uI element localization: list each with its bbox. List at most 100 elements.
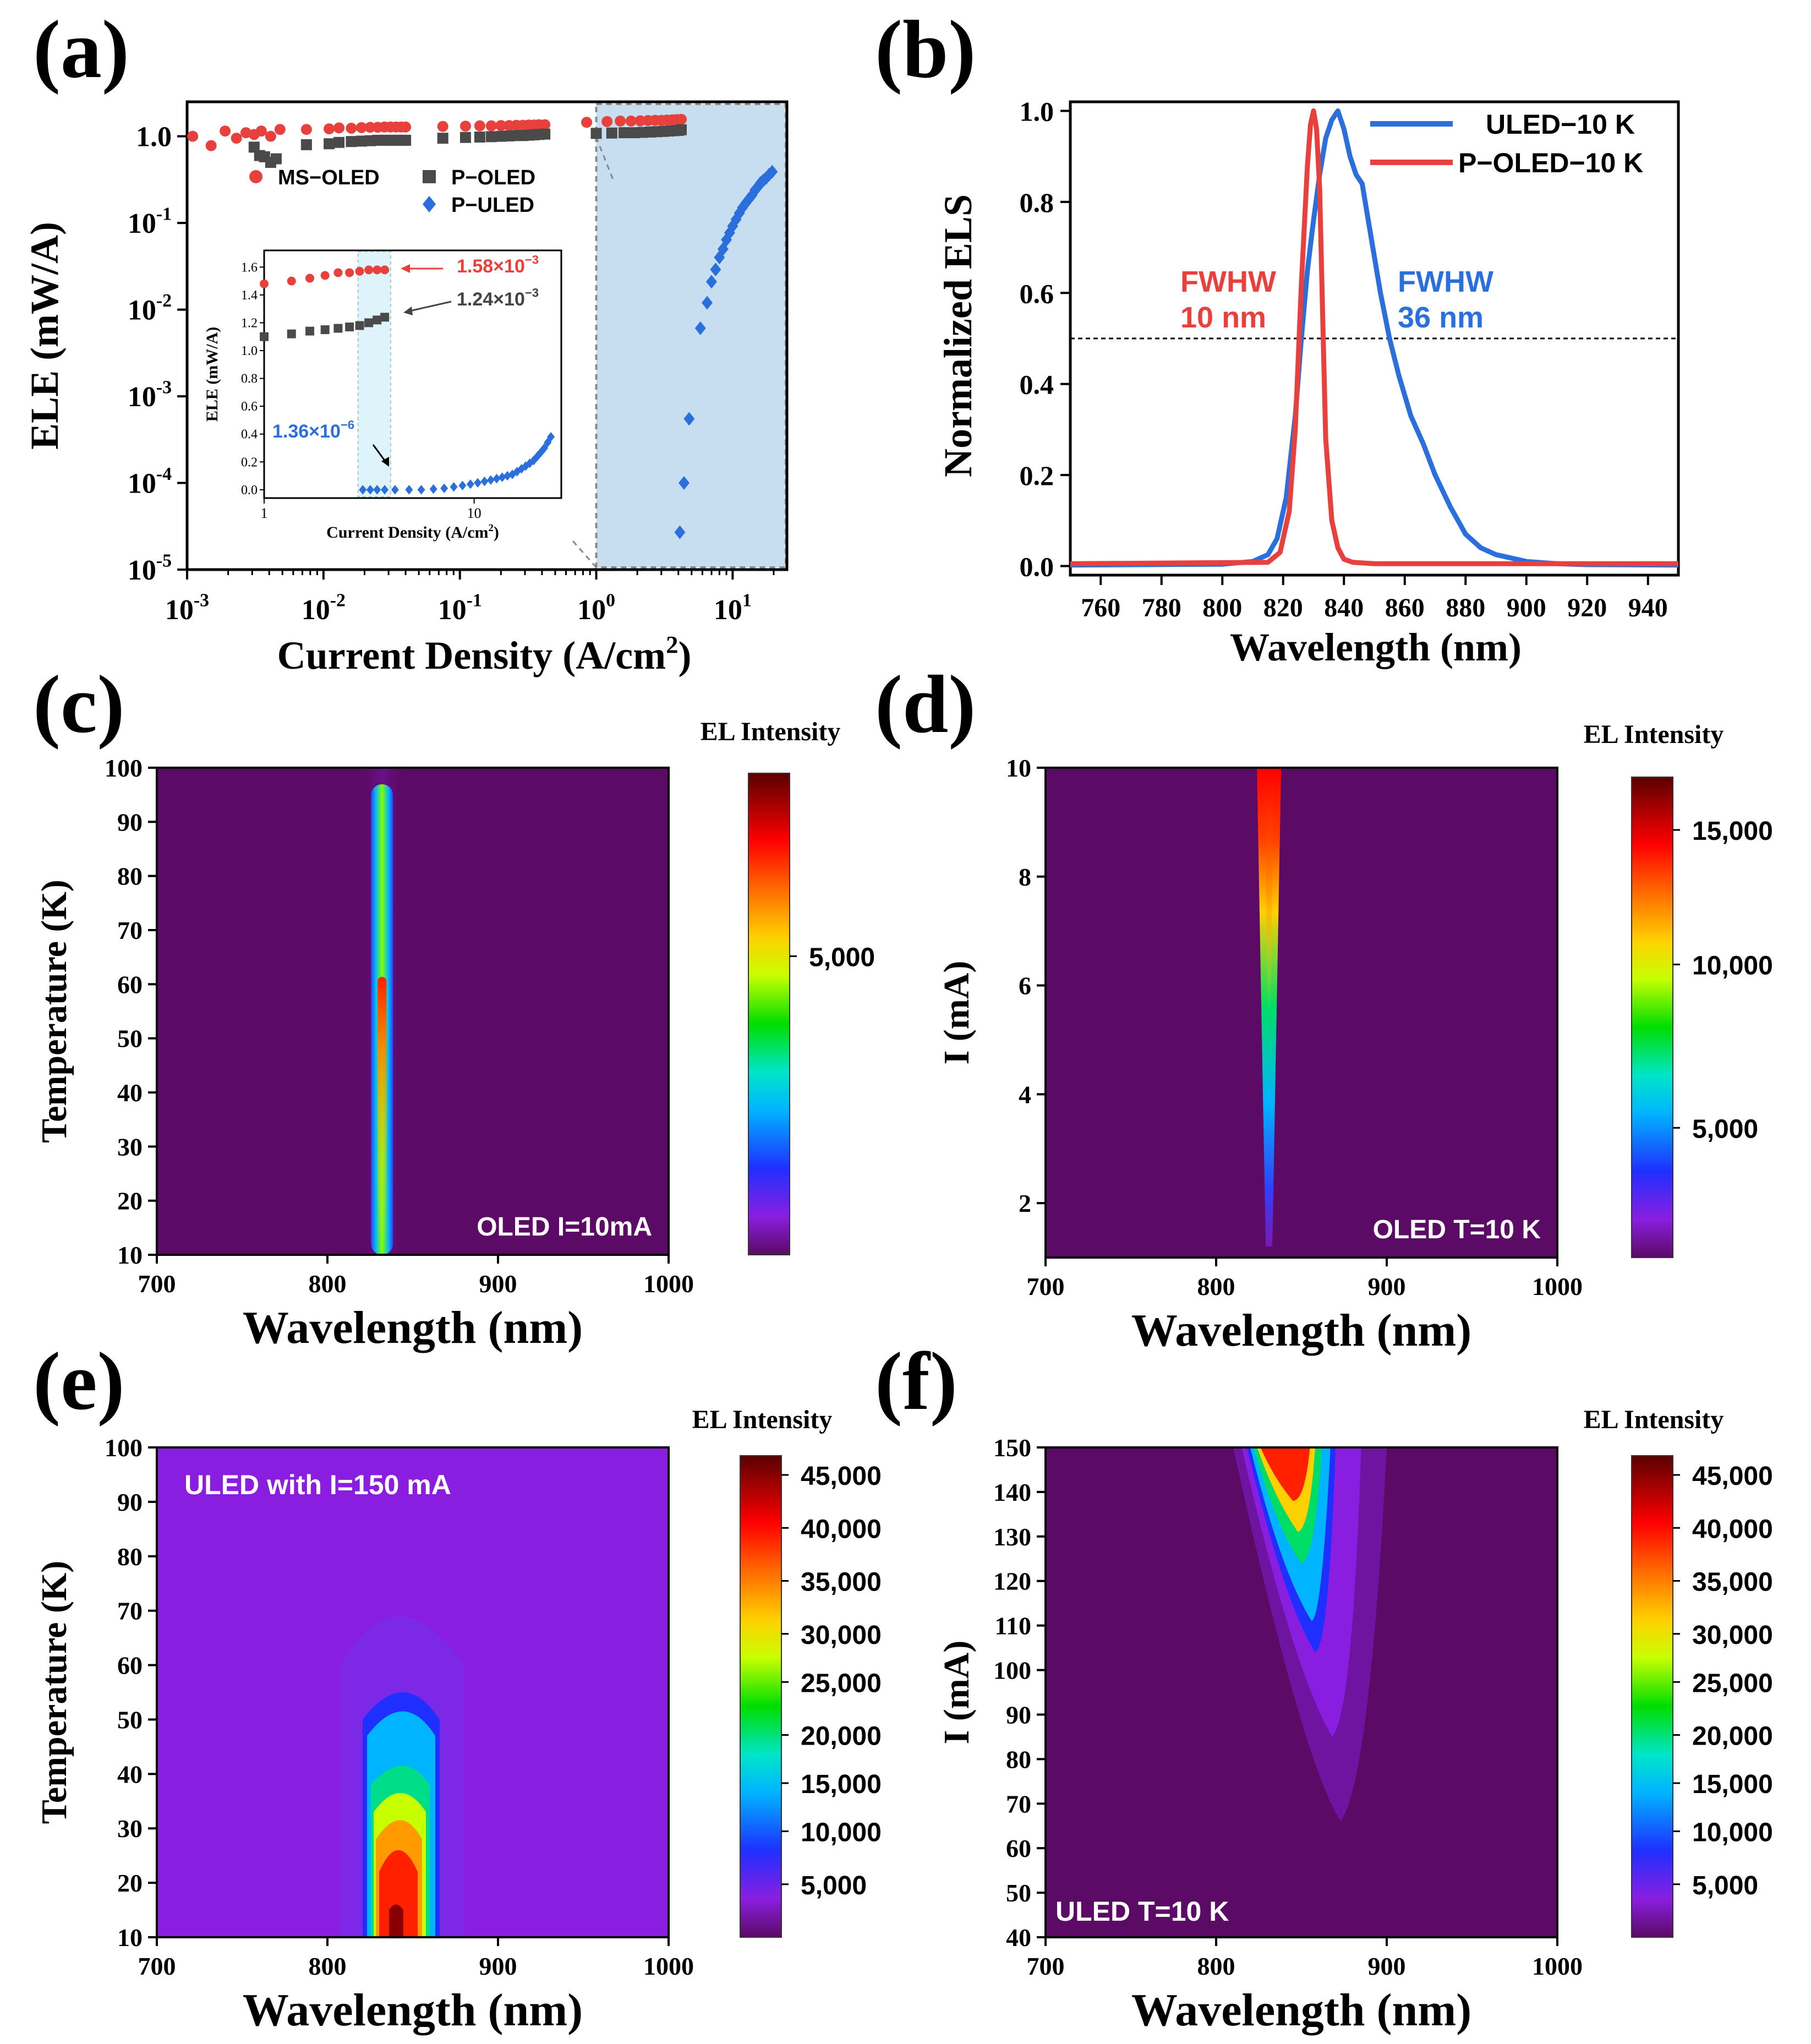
data-point [333,136,345,148]
inset-point [450,482,458,492]
y-axis-title: Temperature (K) [34,879,74,1143]
data-point [590,128,602,139]
y-tick-label: 60 [1006,1834,1031,1862]
x-tick-label: 10-2 [302,591,346,626]
inset-y-tick-label: 0.0 [241,483,258,498]
y-axis-title: Temperature (K) [34,1561,74,1824]
panel-annotation: ULED T=10 K [1055,1896,1229,1927]
inset-point [345,323,354,332]
y-tick-label: 130 [993,1523,1031,1551]
x-axis-title: Wavelength (nm) [1131,1985,1471,2036]
data-point [679,476,690,490]
data-point [248,141,260,153]
inset-point [345,268,354,277]
data-point [625,115,637,127]
y-tick-label: 0.0 [1020,551,1054,582]
y-tick-label: 20 [117,1187,143,1215]
inset-highlight [357,251,391,498]
colorbar-tick-label: 35,000 [801,1568,882,1597]
x-tick-label: 860 [1385,593,1425,622]
y-tick-label: 90 [117,808,143,836]
y-tick-label: 70 [1006,1790,1031,1818]
x-tick-label: 1000 [1532,1272,1583,1300]
inset-point [359,485,367,495]
inset-point [333,324,343,333]
data-point [231,133,242,144]
legend-marker [423,170,436,183]
plot-frame [156,1446,670,1938]
y-tick-label: 60 [117,970,143,998]
annot-pu: 1.36×10−6 [272,418,354,442]
x-tick-label: 900 [1368,1272,1406,1300]
y-tick-label: 10-4 [128,464,172,499]
data-point [601,116,613,127]
inset-x-tick-label: 10 [467,505,482,521]
y-tick-label: 0.4 [1020,369,1054,400]
y-tick-label: 0.6 [1020,278,1054,309]
y-tick-label: 140 [993,1478,1031,1506]
y-tick-label: 100 [105,1434,143,1462]
panel-c: 700 800 900 1000 10 20 30 40 50 60 70 80 90 100 Wavele… [34,717,875,1353]
inset-point [498,472,506,482]
colorbar-title: EL Intensity [701,717,841,746]
fwhw-label: FWHW [1398,265,1493,298]
y-tick-label: 0.8 [1020,187,1054,218]
y-tick-label: 50 [1006,1879,1031,1907]
y-tick-label: 10-5 [128,551,172,586]
inset-point [380,265,390,275]
inset-point [320,271,330,280]
panel-label: (c) [33,659,124,750]
annot-arrowhead [381,457,389,467]
inset-point [380,313,390,322]
data-point [346,136,357,147]
y-tick-label: 80 [117,862,143,890]
colorbar-tick-label: 20,000 [1692,1722,1773,1751]
y-tick-label: 10-1 [128,204,172,239]
y-tick-label: 10-2 [128,291,172,326]
panel-label: (d) [875,659,976,750]
inset-y-tick-label: 0.6 [241,400,258,414]
inset-point [547,432,555,442]
data-point [437,133,448,144]
y-tick-label: 90 [117,1488,143,1516]
panel-e: 700 800 900 1000 10 20 30 40 50 60 70 80 90 100 Wavele… [34,1405,882,2036]
data-point [628,127,640,139]
colorbar [1631,777,1673,1258]
emission-peak [1260,1447,1310,1501]
colorbar [740,1455,782,1938]
data-point [364,122,376,133]
data-point [702,296,713,310]
annot-ms: 1.58×10−3 [457,253,539,277]
y-tick-label: 40 [1006,1923,1031,1952]
inset-point [260,279,269,288]
data-point [240,127,251,139]
x-tick-label: 800 [1197,1952,1235,1980]
x-axis-title: Wavelength (nm) [243,1985,583,2036]
panel-annotation: OLED T=10 K [1373,1215,1541,1244]
x-tick-label: 1000 [643,1952,694,1980]
colorbar-tick-label: 5,000 [1692,1114,1758,1144]
colorbar-tick-label: 15,000 [1692,1770,1773,1799]
legend-label: P−ULED [451,194,534,217]
colorbar-tick-label: 30,000 [801,1621,882,1650]
data-point [674,525,686,539]
colorbar-tick-label: 40,000 [1692,1515,1773,1544]
x-tick-label: 940 [1628,593,1668,622]
data-point [539,119,551,130]
data-point [710,263,721,277]
y-tick-label: 1.0 [136,122,172,153]
plot-frame [156,767,670,1256]
colorbar-tick-label: 45,000 [801,1462,882,1491]
y-tick-label: 50 [117,1025,143,1053]
y-tick-label: 0.2 [1020,460,1054,491]
x-tick-label: 800 [309,1270,347,1298]
panel-b: 760 780 800 820 840 860 880 900 920 940 0.0 0.2 0.4 0… [936,96,1680,669]
y-axis-title: I (mA) [937,961,977,1065]
data-point [324,138,335,150]
y-tick-label: 10 [1006,754,1031,782]
inset-point [440,483,448,494]
colorbar-tick-label: 25,000 [1692,1669,1773,1698]
annot-arrowhead [401,264,410,273]
data-point [274,124,286,135]
